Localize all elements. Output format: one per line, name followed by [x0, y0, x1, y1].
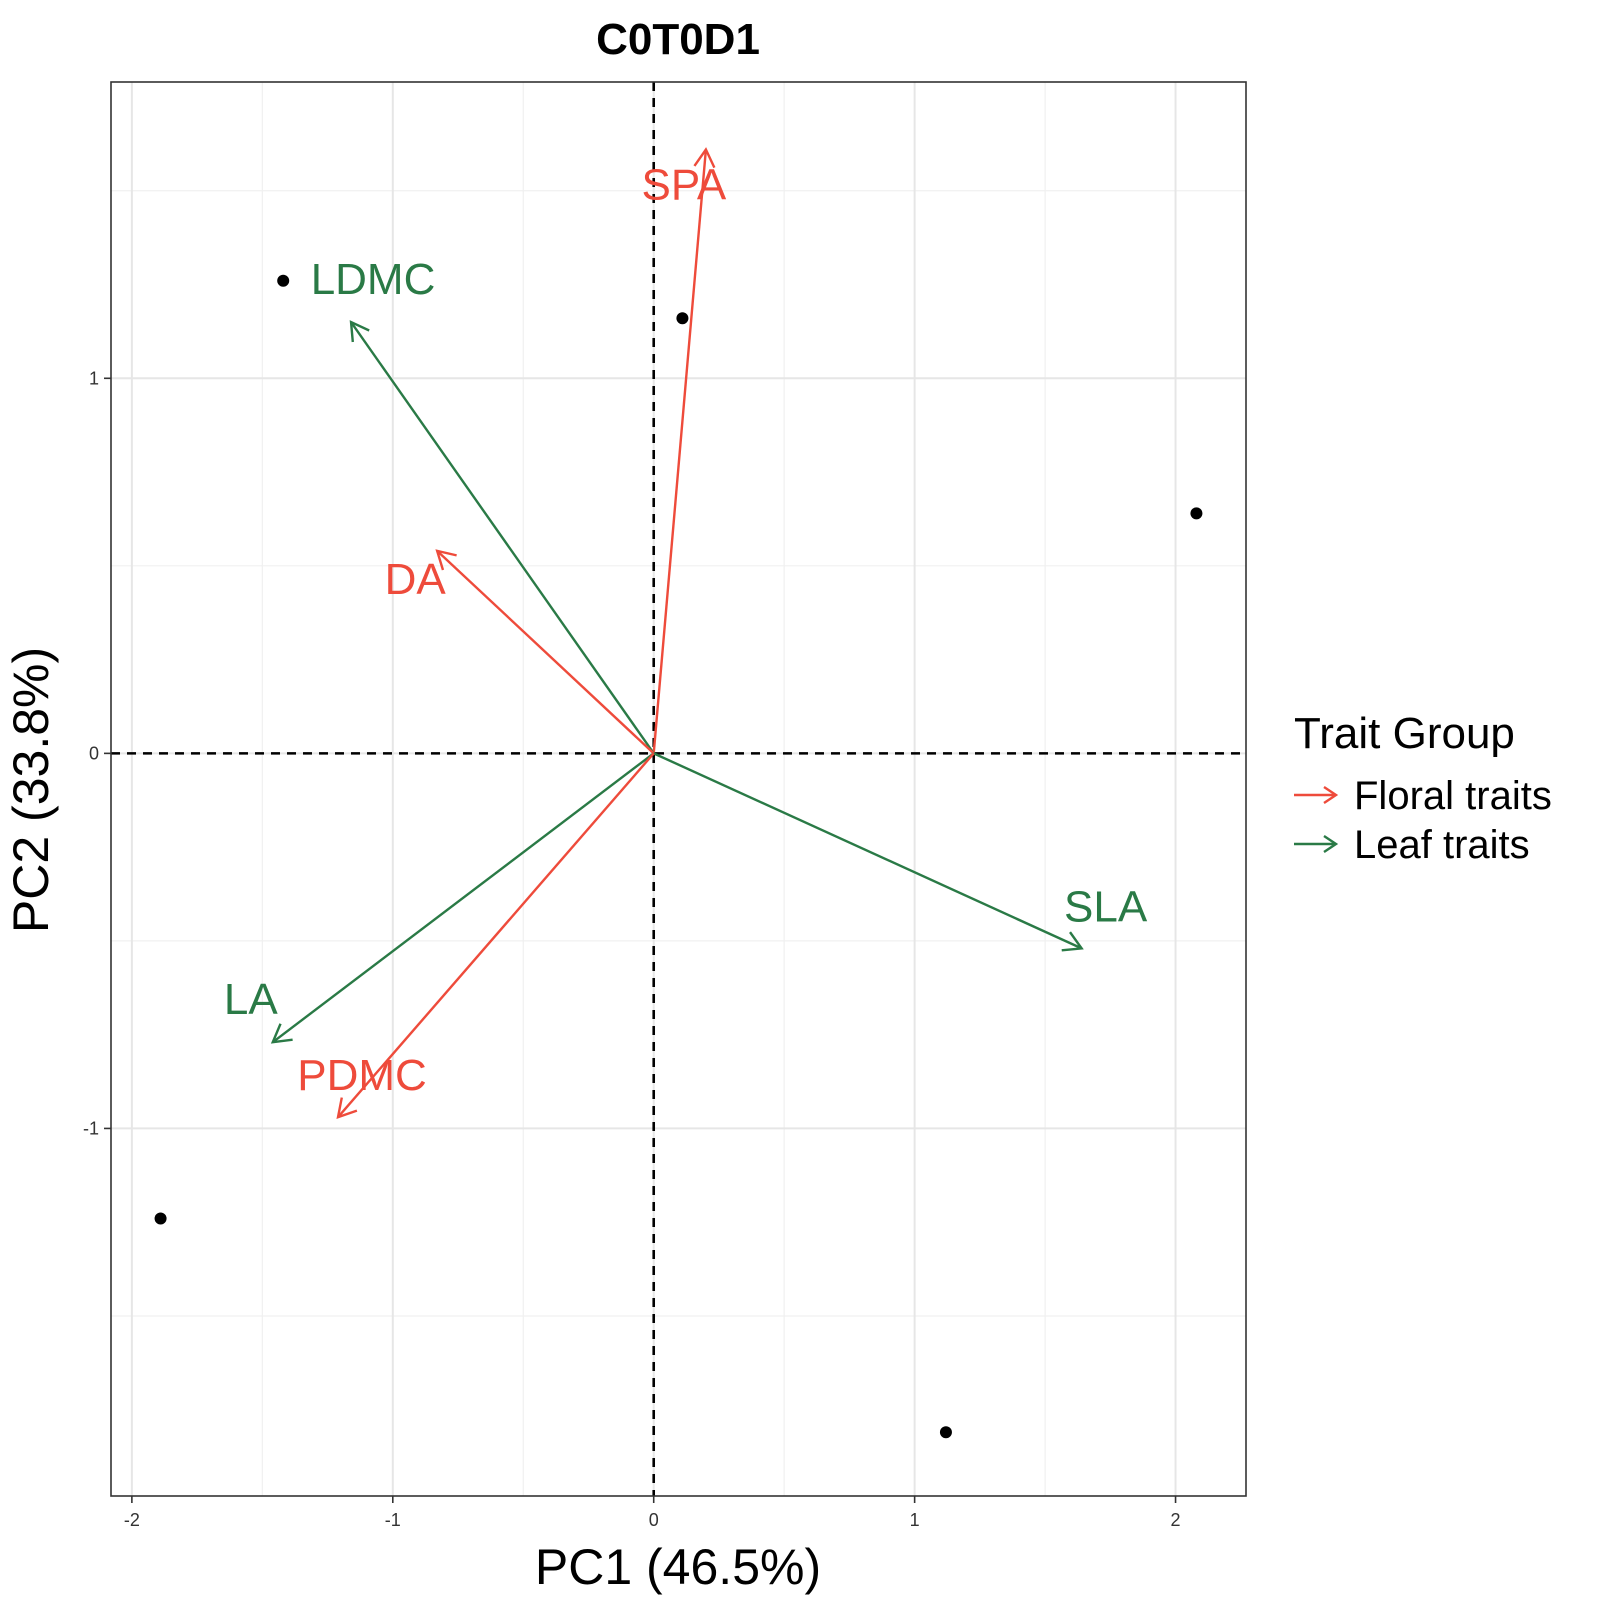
data-point [277, 274, 290, 287]
y-tick-label: 0 [89, 743, 99, 763]
x-tick-label: -2 [124, 1510, 140, 1530]
plot-background [111, 82, 1246, 1496]
plot-area: SPA LDMC DA SLA LA PDMC -2 -1 0 1 2 -1 0 1 [83, 81, 1247, 1530]
y-tick-label: -1 [83, 1118, 99, 1138]
data-point [154, 1212, 167, 1225]
vector-label-ldmc: LDMC [311, 255, 436, 304]
data-point [939, 1426, 952, 1439]
vector-spa [652, 149, 708, 754]
y-tick-label: 1 [89, 368, 99, 388]
x-tick-label: -1 [385, 1510, 401, 1530]
vector-label-spa: SPA [642, 161, 727, 210]
vector-label-da: DA [385, 555, 447, 604]
x-tick-label: 2 [1171, 1510, 1181, 1530]
legend-entry-label: Leaf traits [1354, 823, 1530, 867]
vector-pdmc [337, 752, 655, 1118]
data-point [1190, 507, 1203, 520]
y-axis-title: PC2 (33.8%) [3, 647, 59, 933]
x-tick-label: 0 [649, 1510, 659, 1530]
vector-da [436, 549, 655, 755]
vector-arrowhead-da [435, 549, 457, 571]
vector-ldmc [350, 321, 655, 755]
legend-entry-label: Floral traits [1354, 774, 1552, 818]
vector-label-la: LA [224, 975, 278, 1024]
vector-arrowhead-la [270, 1023, 293, 1044]
legend-key-arrowhead [1323, 786, 1339, 804]
x-tick-label: 1 [910, 1510, 920, 1530]
vector-arrowhead-ldmc [349, 320, 370, 343]
vector-la [272, 752, 655, 1044]
data-point [676, 312, 689, 325]
legend-key-arrowhead [1323, 835, 1339, 853]
vector-sla [653, 752, 1083, 950]
vector-label-sla: SLA [1064, 882, 1148, 931]
vector-arrowhead-pdmc [336, 1097, 358, 1119]
chart-title: C0T0D1 [596, 15, 760, 64]
vector-arrowhead-spa [693, 147, 716, 169]
plot-border [110, 81, 1247, 1497]
vector-arrowhead-sla [1061, 931, 1084, 952]
x-axis-title: PC1 (46.5%) [535, 1539, 821, 1595]
vector-label-pdmc: PDMC [297, 1051, 427, 1100]
legend-title: Trait Group [1294, 709, 1515, 758]
legend: Trait Group Floral traits Leaf traits [1294, 709, 1552, 867]
